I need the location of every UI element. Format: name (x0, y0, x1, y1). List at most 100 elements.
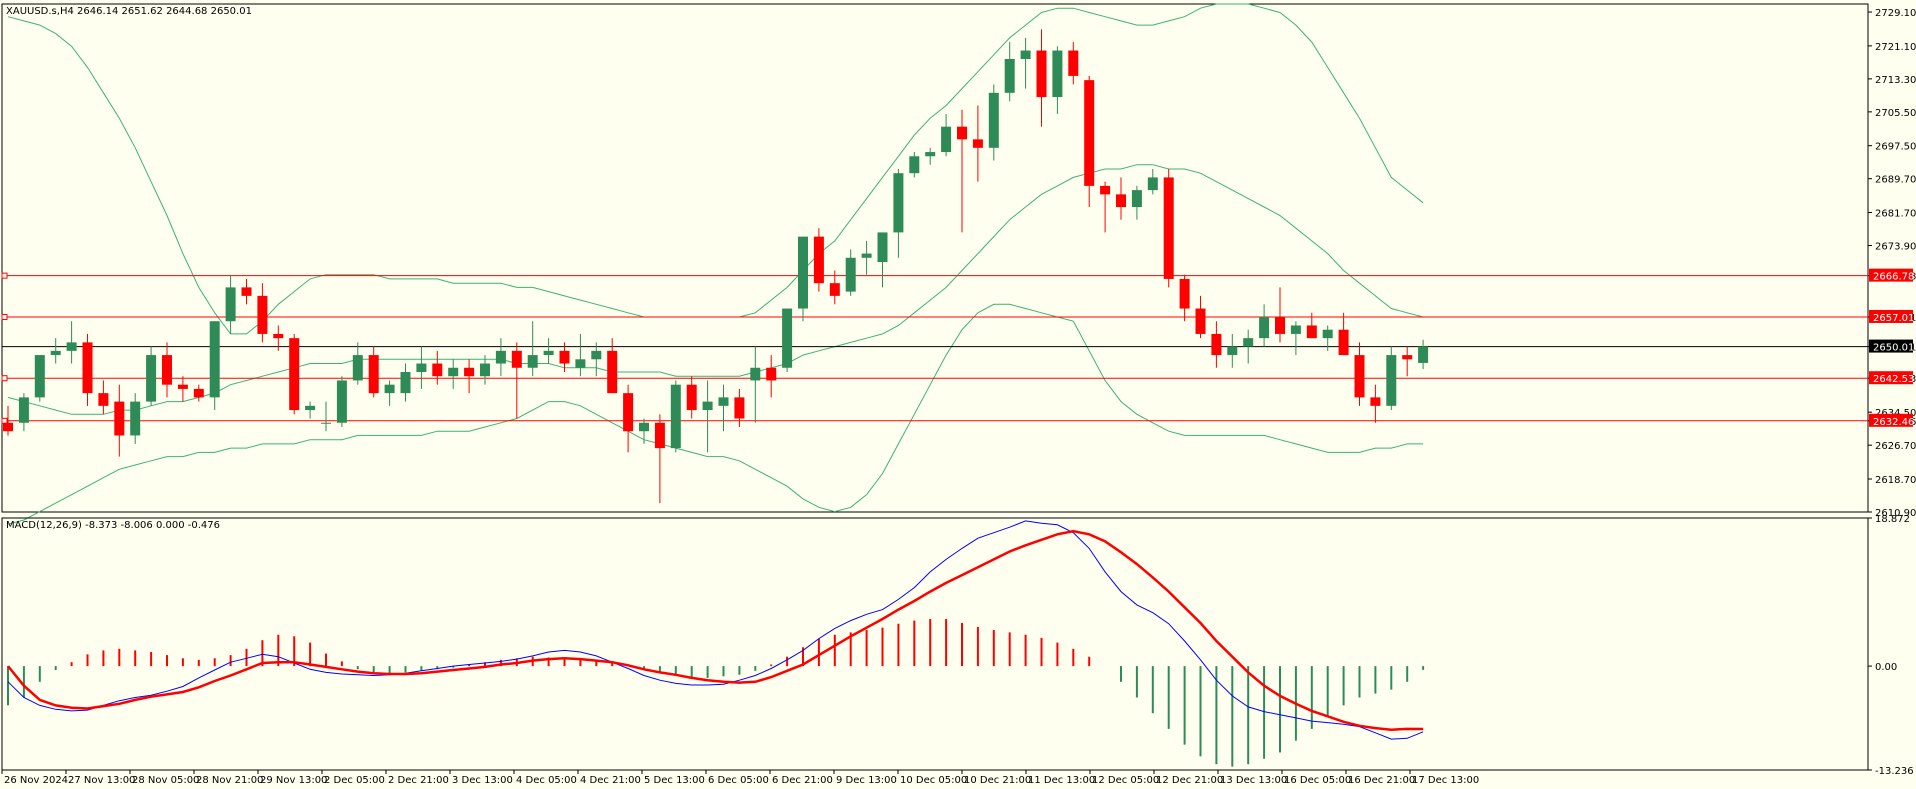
candle[interactable] (1354, 342, 1365, 406)
candle[interactable] (861, 240, 872, 275)
candle[interactable] (766, 355, 777, 398)
candle[interactable] (1100, 181, 1111, 233)
candle[interactable] (416, 346, 427, 389)
candle[interactable] (941, 113, 952, 157)
candle[interactable] (1243, 329, 1254, 364)
candle[interactable] (273, 325, 284, 351)
candle[interactable] (98, 380, 109, 415)
candle[interactable] (813, 228, 824, 292)
candle[interactable] (972, 105, 983, 182)
candle[interactable] (639, 418, 649, 444)
candle[interactable] (400, 363, 411, 402)
candle[interactable] (1004, 42, 1015, 102)
candle[interactable] (988, 84, 999, 161)
candle[interactable] (909, 152, 920, 178)
candle[interactable] (845, 249, 856, 296)
candle[interactable] (1418, 339, 1429, 370)
candle-body (98, 393, 109, 406)
candle[interactable] (1370, 384, 1381, 423)
candle[interactable] (66, 321, 77, 364)
candle-body (384, 384, 395, 394)
candle[interactable] (575, 333, 586, 377)
candle[interactable] (559, 342, 570, 372)
candle[interactable] (1163, 168, 1174, 288)
candle[interactable] (1306, 312, 1317, 339)
candle[interactable] (877, 232, 888, 288)
price-panel[interactable]: 2729.10 2721.10 2713.30 2705.50 2697.50 2689.… (1, 3, 1916, 525)
candle[interactable] (257, 283, 268, 343)
candle[interactable] (289, 333, 300, 415)
candle[interactable] (336, 376, 347, 427)
candle[interactable] (3, 405, 13, 436)
candle[interactable] (18, 393, 29, 432)
candle[interactable] (1084, 75, 1095, 208)
candle[interactable] (734, 388, 745, 427)
candle[interactable] (162, 342, 172, 398)
candle[interactable] (670, 380, 681, 453)
candle[interactable] (50, 338, 61, 364)
candle[interactable] (718, 384, 729, 432)
candle[interactable] (1322, 325, 1333, 351)
candle[interactable] (34, 355, 45, 402)
candle[interactable] (591, 342, 602, 377)
candle[interactable] (114, 384, 125, 457)
candle[interactable] (623, 384, 634, 453)
candle[interactable] (893, 168, 904, 258)
candle[interactable] (321, 401, 331, 432)
candle[interactable] (1147, 168, 1158, 195)
candle[interactable] (1195, 295, 1206, 339)
candle[interactable] (527, 321, 538, 377)
candle[interactable] (543, 338, 554, 364)
candle[interactable] (957, 109, 967, 233)
candle[interactable] (146, 346, 157, 406)
candle[interactable] (782, 308, 793, 372)
candle[interactable] (925, 147, 936, 165)
candle[interactable] (1211, 321, 1222, 368)
candle[interactable] (607, 338, 618, 394)
candle[interactable] (368, 346, 379, 398)
candle[interactable] (1020, 37, 1031, 89)
candle[interactable] (225, 274, 236, 334)
candle[interactable] (654, 414, 665, 504)
candle[interactable] (1227, 333, 1238, 368)
macd-panel[interactable]: 18.872 0.00 -13.236 (1, 514, 1914, 777)
candle[interactable] (209, 321, 220, 411)
candle[interactable] (82, 333, 93, 406)
candle[interactable] (829, 270, 840, 305)
candle[interactable] (352, 342, 363, 385)
candle[interactable] (1338, 312, 1349, 356)
candle[interactable] (1131, 185, 1142, 220)
candle[interactable] (750, 346, 761, 423)
candle[interactable] (495, 338, 506, 377)
candle[interactable] (1052, 46, 1063, 114)
candle[interactable] (1386, 346, 1397, 411)
candle[interactable] (686, 376, 697, 419)
candle[interactable] (448, 359, 459, 389)
candle[interactable] (1259, 304, 1270, 347)
candle[interactable] (1275, 287, 1285, 343)
candle[interactable] (702, 380, 713, 453)
candle[interactable] (798, 236, 808, 322)
level-handle[interactable] (1, 313, 8, 320)
candle[interactable] (1116, 177, 1126, 220)
level-handle[interactable] (1, 417, 8, 424)
candle-body (941, 126, 952, 153)
candle[interactable] (177, 376, 188, 402)
candle[interactable] (1402, 346, 1413, 377)
candle[interactable] (480, 355, 490, 385)
level-handle[interactable] (1, 375, 8, 382)
candle[interactable] (193, 384, 204, 402)
candle[interactable] (511, 342, 522, 419)
level-handle[interactable] (1, 272, 8, 279)
candle[interactable] (241, 278, 252, 305)
candle[interactable] (432, 350, 443, 385)
candle[interactable] (305, 401, 316, 419)
candle[interactable] (1179, 274, 1190, 322)
candle[interactable] (1068, 42, 1079, 85)
candle[interactable] (1036, 29, 1047, 127)
candle[interactable] (130, 393, 141, 444)
candle[interactable] (384, 380, 395, 406)
candle[interactable] (1290, 321, 1301, 356)
candle[interactable] (464, 359, 475, 394)
